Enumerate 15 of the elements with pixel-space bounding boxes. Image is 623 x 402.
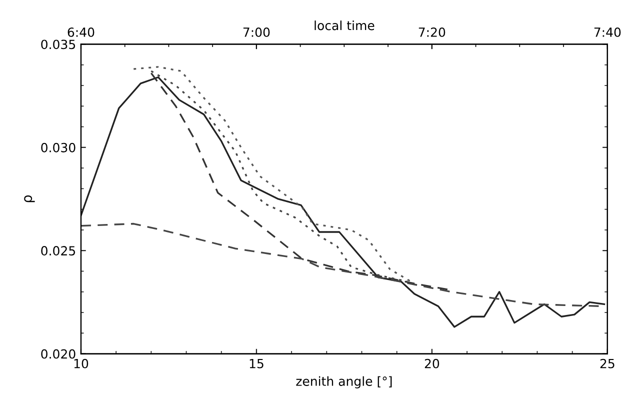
x-tick-label: 25 [600, 358, 614, 368]
y-tick-label: 0.025 [41, 246, 76, 256]
x2-axis-title: local time [314, 20, 374, 30]
x2-tick-label: 7:00 [243, 27, 270, 37]
x2-tick-label: 7:40 [594, 27, 621, 37]
x-tick-label: 10 [74, 358, 88, 368]
x-tick-label: 20 [424, 358, 440, 368]
y-axis-title: ρ [24, 195, 35, 202]
y-tick-label: 0.030 [41, 142, 76, 152]
x2-tick-label: 6:40 [68, 27, 94, 37]
x-tick-label: 15 [250, 359, 264, 368]
x2-tick-label: 7:20 [418, 27, 446, 37]
y-tick-label: 0.035 [41, 40, 76, 50]
y-tick-label: 0.020 [41, 349, 76, 359]
x-axis-title: zenith angle [°] [296, 376, 392, 388]
